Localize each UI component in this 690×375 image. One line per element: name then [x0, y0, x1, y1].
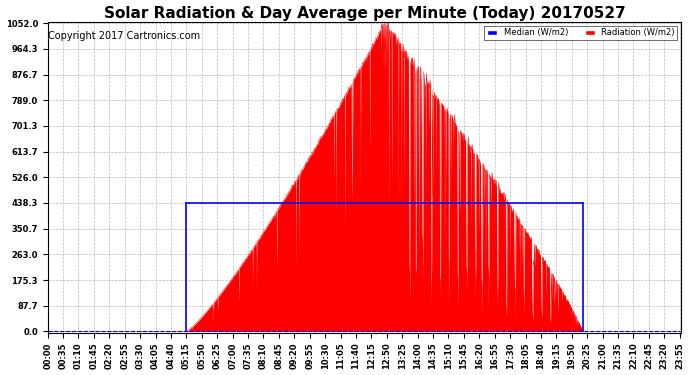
Legend: Median (W/m2), Radiation (W/m2): Median (W/m2), Radiation (W/m2) [484, 26, 678, 40]
Text: Copyright 2017 Cartronics.com: Copyright 2017 Cartronics.com [48, 31, 200, 41]
Title: Solar Radiation & Day Average per Minute (Today) 20170527: Solar Radiation & Day Average per Minute… [104, 6, 625, 21]
